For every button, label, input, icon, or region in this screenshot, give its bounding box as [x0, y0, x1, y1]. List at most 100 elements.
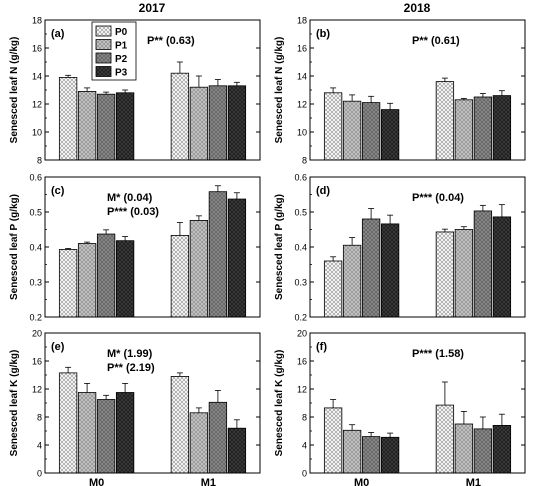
- y-tick-label: 16: [297, 357, 307, 367]
- y-tick-label: 16: [297, 44, 307, 54]
- y-axis-label: Senesced leaf N (g/kg): [9, 37, 20, 144]
- legend: P0 P1 P2 P3: [91, 21, 137, 81]
- plot-frame: [309, 19, 526, 161]
- bar-m1-p0: [170, 235, 190, 318]
- stat-annotation: M* (0.04): [107, 192, 153, 204]
- bar-m0-p2: [96, 233, 116, 318]
- legend-label-p3: P3: [115, 68, 128, 79]
- bar-m0-p3: [115, 240, 135, 318]
- bar-m0-p2: [361, 102, 381, 161]
- chart-panel-2: 8 10 12 14 16 18 (b) Senesced leaf N (g/kg) P** …: [274, 16, 526, 166]
- y-axis-label: Senesced leaf P (g/kg): [9, 194, 20, 300]
- y-axis-label: Senesced leaf N (g/kg): [274, 37, 285, 144]
- y-tick-label: 0.2: [294, 313, 307, 323]
- stat-annotation: M* (1.99): [107, 348, 153, 360]
- y-tick-label: 8: [37, 413, 42, 423]
- stat-annotation: P** (2.19): [107, 362, 155, 374]
- bar-m0-p0: [323, 92, 343, 161]
- y-axis-label: Senesced leaf P (g/kg): [274, 194, 285, 300]
- bar-m0-p0: [58, 372, 78, 474]
- y-tick-label: 12: [32, 385, 42, 395]
- plot-frame: [44, 176, 261, 318]
- plot-frame: [44, 332, 261, 474]
- bar-m1-p2: [473, 96, 493, 161]
- y-tick-label: 0: [37, 469, 42, 479]
- bar-m0-p2: [361, 436, 381, 474]
- y-tick-label: 0.6: [29, 173, 42, 183]
- y-tick-label: 0.3: [294, 278, 307, 288]
- y-tick-label: 8: [302, 156, 307, 166]
- y-tick-label: 10: [32, 128, 42, 138]
- y-tick-label: 4: [37, 441, 42, 451]
- legend-label-p2: P2: [115, 54, 128, 65]
- y-tick-label: 10: [297, 128, 307, 138]
- stat-annotation: P** (0.61): [412, 35, 460, 47]
- bar-m0-p1: [342, 100, 362, 161]
- bar-m1-p2: [473, 210, 493, 318]
- panels: 8 10 12 14 16 18 (a) Senesced leaf N (g/kg) P** …: [9, 16, 526, 486]
- bar-m1-p3: [227, 427, 247, 474]
- bar-m0-p3: [380, 436, 400, 474]
- y-tick-label: 12: [297, 100, 307, 110]
- y-tick-label: 0.4: [29, 243, 42, 253]
- y-tick-label: 14: [297, 72, 307, 82]
- legend-swatch-p1: [95, 39, 112, 50]
- stat-annotation: P*** (0.03): [107, 206, 159, 218]
- y-tick-label: 0.4: [294, 243, 307, 253]
- y-tick-label: 0.2: [29, 313, 42, 323]
- bar-m0-p2: [361, 218, 381, 318]
- y-tick-label: 8: [302, 413, 307, 423]
- chart-panel-4: 0.2 0.3 0.4 0.5 0.6 (d) Senesced leaf P (g/kg)…: [274, 173, 526, 323]
- bar-m1-p1: [189, 412, 209, 474]
- y-tick-label: 0.5: [29, 208, 42, 218]
- legend-swatch-p0: [95, 25, 112, 37]
- bar-m1-p0: [435, 81, 455, 161]
- plot-frame: [309, 176, 526, 318]
- bar-m0-p3: [380, 109, 400, 161]
- x-category-label: M1: [466, 477, 481, 486]
- bar-m1-p3: [227, 198, 247, 318]
- bar-m0-p3: [115, 92, 135, 161]
- y-tick-label: 0.5: [294, 208, 307, 218]
- bar-m0-p0: [58, 77, 78, 161]
- x-category-label: M0: [354, 477, 369, 486]
- y-tick-label: 0: [302, 469, 307, 479]
- bar-m0-p3: [115, 392, 135, 474]
- panel-label: (e): [51, 341, 65, 353]
- bar-m1-p2: [473, 428, 493, 474]
- legend-swatch-p3: [95, 66, 112, 77]
- bar-m1-p2: [208, 401, 228, 474]
- y-tick-label: 20: [297, 329, 307, 339]
- bar-m0-p1: [342, 429, 362, 474]
- bar-m1-p1: [189, 86, 209, 161]
- bar-m1-p3: [492, 216, 512, 318]
- chart-panel-3: 0.2 0.3 0.4 0.5 0.6 (c) Senesced leaf P (g/kg)…: [9, 173, 261, 323]
- y-tick-label: 8: [37, 156, 42, 166]
- y-tick-label: 0.3: [29, 278, 42, 288]
- y-tick-label: 12: [297, 385, 307, 395]
- bar-m1-p3: [492, 95, 512, 161]
- panel-label: (c): [51, 185, 65, 197]
- bar-m0-p0: [323, 260, 343, 318]
- y-tick-label: 16: [32, 44, 42, 54]
- y-axis-label: Senesced leaf K (g/kg): [274, 350, 285, 457]
- y-tick-label: 14: [32, 72, 42, 82]
- chart-panel-5: 0 4 8 12 16 20 M0 M1 (e) Senesced leaf K (g/kg) M*…: [9, 329, 261, 486]
- bar-m1-p2: [208, 85, 228, 161]
- bar-m1-p0: [170, 375, 190, 474]
- y-tick-label: 0.6: [294, 173, 307, 183]
- bar-m1-p3: [227, 85, 247, 161]
- x-category-label: M1: [201, 477, 216, 486]
- panel-label: (b): [316, 28, 330, 40]
- bar-m1-p2: [208, 191, 228, 318]
- bar-m1-p0: [170, 72, 190, 161]
- bar-m1-p1: [189, 219, 209, 318]
- bar-m0-p2: [96, 93, 116, 161]
- stat-annotation: P*** (1.58): [412, 348, 464, 360]
- y-axis-label: Senesced leaf K (g/kg): [9, 350, 20, 457]
- legend-label-p0: P0: [115, 27, 128, 38]
- y-tick-label: 12: [32, 100, 42, 110]
- stat-annotation: P** (0.63): [147, 35, 195, 47]
- bar-m1-p1: [454, 423, 474, 474]
